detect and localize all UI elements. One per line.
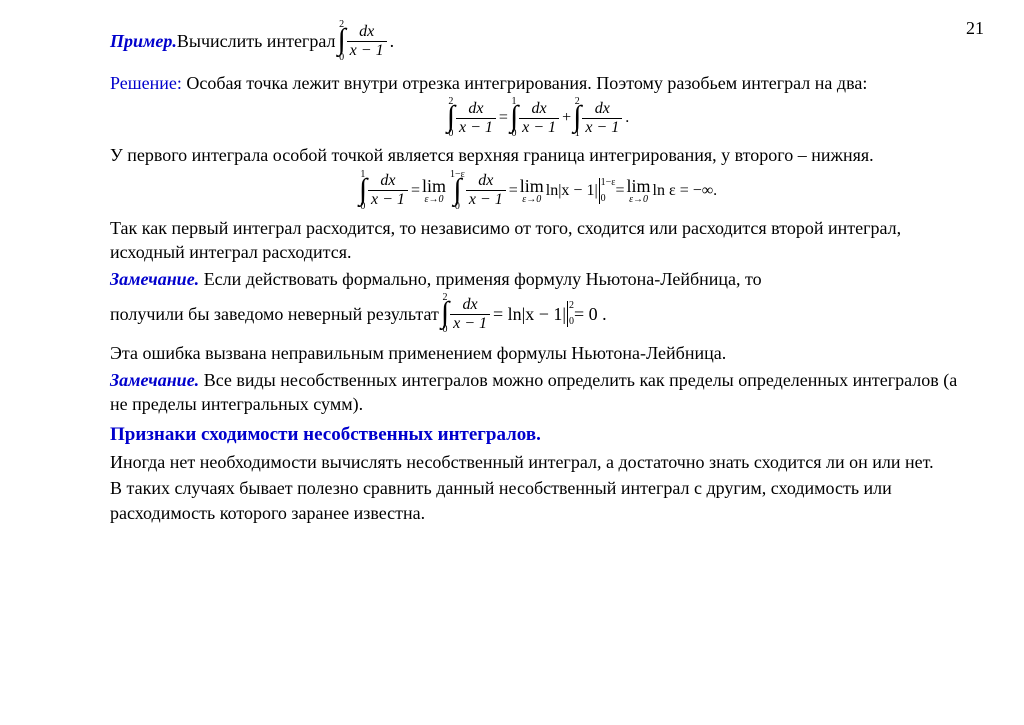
convergence-para1: Иногда нет необходимости вычислять несоб…: [110, 450, 964, 474]
remark1-para: Замечание. Если действовать формально, п…: [110, 267, 964, 291]
example-label: Пример.: [110, 29, 177, 53]
wrong-result-pre: получили бы заведомо неверный результат: [110, 302, 439, 326]
example-text: Вычислить интеграл: [177, 29, 336, 53]
equation-split: 2 ∫ 0 dx x − 1 = 1 ∫ 0 dx x − 1: [110, 97, 964, 140]
error-para: Эта ошибка вызвана неправильным применен…: [110, 341, 964, 365]
page-number: 21: [966, 18, 984, 39]
section-title: Признаки сходимости несобственных интегр…: [110, 422, 964, 448]
frac-den: x − 1: [347, 41, 387, 59]
remark2-text: Все виды несобственных интегралов можно …: [110, 370, 957, 414]
convergence-para2: В таких случаях бывает полезно сравнить …: [110, 476, 964, 525]
integral-icon: ∫: [510, 106, 518, 129]
integral-a: 2 ∫ 0 dx x − 1: [337, 20, 387, 63]
limit-symbol: lim ε→0: [627, 177, 651, 205]
integral-icon: ∫: [447, 106, 455, 129]
period: .: [390, 29, 395, 53]
remark2-para: Замечание. Все виды несобственных интегр…: [110, 368, 964, 417]
integral-icon: ∫: [441, 302, 449, 325]
integral-icon: ∫: [337, 29, 345, 52]
solution-label: Решение:: [110, 73, 182, 93]
remark-label: Замечание.: [110, 370, 199, 390]
solution-text: Особая точка лежит внутри отрезка интегр…: [182, 73, 867, 93]
divergence-para: Так как первый интеграл расходится, то н…: [110, 216, 964, 265]
solution-para: Решение: Особая точка лежит внутри отрез…: [110, 71, 964, 95]
remark-label: Замечание.: [110, 269, 199, 289]
integral-icon: ∫: [359, 179, 367, 202]
remark1-text: Если действовать формально, применяя фор…: [199, 269, 761, 289]
example-line: Пример. Вычислить интеграл 2 ∫ 0 dx x − …: [110, 20, 964, 63]
eval-bar: 1−ε 0: [599, 178, 616, 204]
eval-bar: 2 0: [567, 301, 574, 327]
first-integral-note: У первого интеграла особой точкой являет…: [110, 143, 964, 167]
integral-icon: ∫: [453, 179, 461, 202]
frac-num: dx: [356, 24, 377, 41]
equation-limit: 1 ∫ 0 dx x − 1 = lim ε→0 1−ε ∫ 0: [110, 170, 964, 213]
limit-symbol: lim ε→0: [520, 177, 544, 205]
limit-symbol: lim ε→0: [422, 177, 446, 205]
integral-icon: ∫: [573, 106, 581, 129]
wrong-result-line: получили бы заведомо неверный результат …: [110, 293, 964, 336]
page: 21 Пример. Вычислить интеграл 2 ∫ 0 dx x…: [0, 0, 1024, 725]
